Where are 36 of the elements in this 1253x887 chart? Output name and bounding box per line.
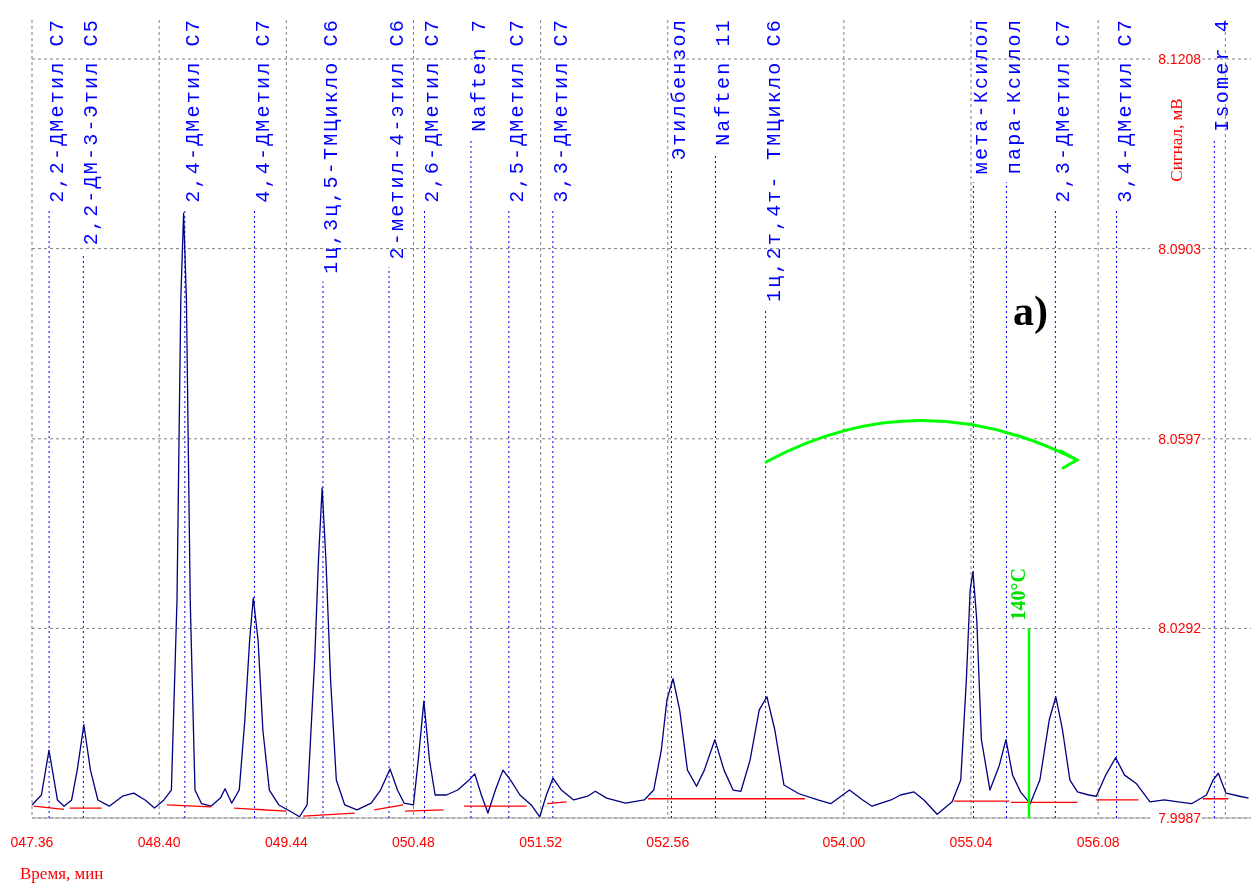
ref-line-label: Isomer 4 bbox=[1211, 18, 1235, 132]
ref-line-label: 3,4-ДМетил С7 bbox=[1113, 18, 1137, 203]
ref-line-label: 1ц,2т,4т- ТМЦикло С6 bbox=[762, 18, 786, 303]
annotation: 140°C bbox=[1006, 567, 1029, 621]
ref-line-label: 3,3-ДМетил С7 bbox=[549, 18, 573, 203]
ref-line-label: 2,2-ДМ-3-Этил С5 bbox=[80, 18, 104, 246]
ref-line-label: 2,3-ДМетил С7 bbox=[1052, 18, 1076, 203]
x-axis-title: Время, мин bbox=[20, 864, 104, 883]
y-tick-label: 8.1208 bbox=[1158, 51, 1202, 67]
y-tick-label: 8.0597 bbox=[1158, 430, 1202, 447]
x-tick-label: 050.48 bbox=[392, 834, 436, 850]
x-tick-label: 054.00 bbox=[822, 834, 866, 850]
x-tick-label: 049.44 bbox=[264, 834, 308, 850]
x-tick-label: 052.56 bbox=[646, 834, 690, 850]
ref-line-label: 2,2-ДМетил С7 bbox=[46, 18, 70, 203]
x-tick-label: 048.40 bbox=[137, 834, 181, 850]
ref-line-label: пара-Ксилол bbox=[1003, 18, 1027, 175]
y-tick-label: 8.0903 bbox=[1158, 240, 1202, 257]
ref-line-label: мета-Ксилол bbox=[970, 18, 994, 175]
ref-line-label: Naften 7 bbox=[467, 18, 491, 132]
y-tick-label: 7.9987 bbox=[1158, 810, 1202, 826]
y-tick-label: 8.0292 bbox=[1158, 620, 1202, 637]
ref-line-label: 2,5-ДМетил С7 bbox=[505, 18, 529, 203]
ref-line-label: Naften 11 bbox=[712, 18, 736, 146]
x-tick-label: 055.04 bbox=[949, 834, 993, 850]
x-tick-label: 056.08 bbox=[1076, 834, 1120, 850]
annotation: a) bbox=[1013, 288, 1048, 335]
ref-line-label: 4,4-ДМетил С7 bbox=[251, 18, 275, 203]
ref-line-label: 1ц,3ц,5-ТМЦикло С6 bbox=[319, 18, 343, 274]
ref-line-label: Этилбензол bbox=[668, 18, 692, 161]
x-tick-label: 047.36 bbox=[10, 834, 54, 850]
y-axis-title: Сигнал, мВ bbox=[1167, 98, 1186, 182]
ref-line-label: 2,4-ДМетил С7 bbox=[181, 18, 205, 203]
x-tick-label: 051.52 bbox=[519, 834, 563, 850]
ref-line-label: 2,6-ДМетил С7 bbox=[421, 18, 445, 203]
ref-line-label: 2-метил-4-этил С6 bbox=[386, 18, 410, 260]
